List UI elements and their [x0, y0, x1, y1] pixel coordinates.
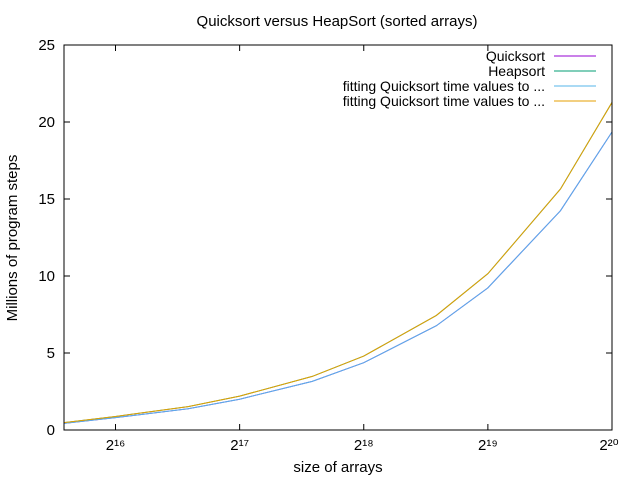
series-line-4 — [63, 102, 613, 424]
y-tick-label: 15 — [38, 191, 55, 208]
x-tick-label: 2¹⁹ — [478, 437, 498, 454]
chart-title: Quicksort versus HeapSort (sorted arrays… — [197, 13, 478, 30]
x-tick-label: 2¹⁷ — [230, 437, 249, 454]
series-line-1 — [63, 131, 613, 424]
plot-area — [63, 102, 613, 424]
series-line-2 — [63, 102, 613, 424]
x-tick-label: 2¹⁸ — [354, 437, 374, 454]
x-tick-label: 2²⁰ — [599, 437, 618, 454]
legend-label: Heapsort — [488, 63, 545, 79]
series-line-3 — [63, 131, 613, 424]
x-axis: 2¹⁶ 2¹⁷ 2¹⁸ 2¹⁹ 2²⁰ — [106, 45, 619, 454]
y-tick-label: 20 — [38, 114, 55, 131]
y-tick-label: 0 — [47, 422, 55, 439]
legend-label: fitting Quicksort time values to ... — [343, 93, 545, 109]
y-tick-label: 5 — [47, 345, 55, 362]
x-axis-label: size of arrays — [293, 459, 382, 476]
legend-label: Quicksort — [486, 48, 545, 64]
y-axis-label: Millions of program steps — [4, 155, 21, 322]
legend-label: fitting Quicksort time values to ... — [343, 78, 545, 94]
plot-frame — [63, 44, 613, 431]
y-axis: 0 5 10 15 20 25 — [38, 37, 612, 439]
y-tick-label: 10 — [38, 268, 55, 285]
x-tick-label: 2¹⁶ — [106, 437, 126, 454]
y-tick-label: 25 — [38, 37, 55, 54]
